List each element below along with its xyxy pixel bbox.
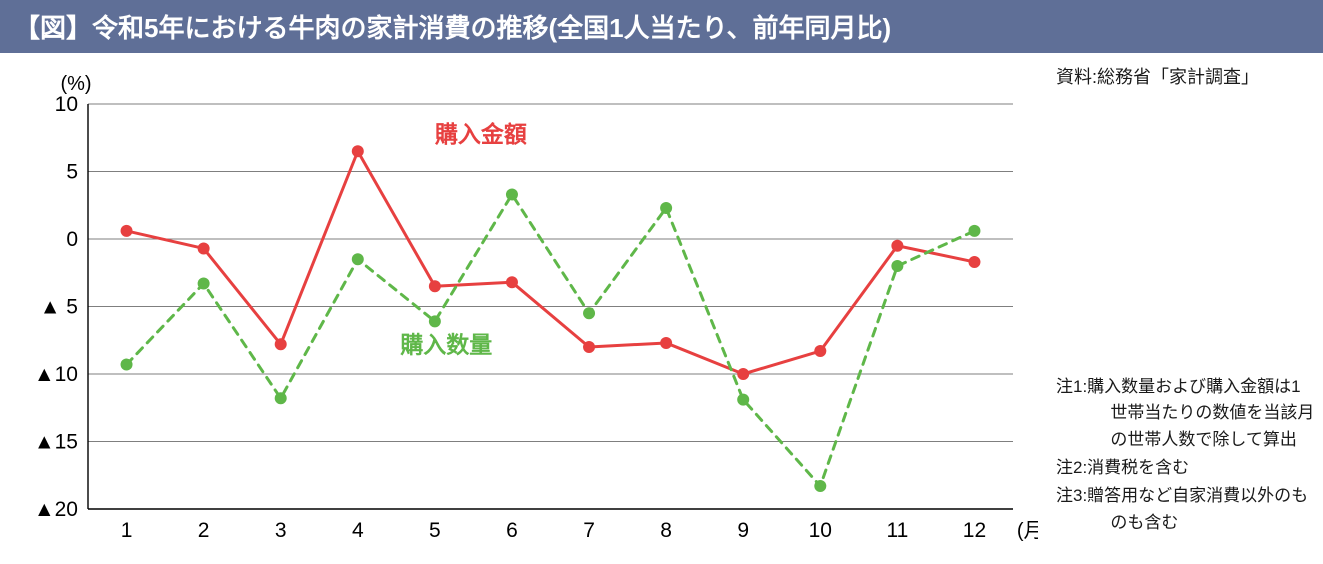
side-column: 資料:総務省「家計調査」 注1:購入数量および購入金額は1世帯当たりの数値を当該… — [1038, 59, 1315, 554]
series-marker-purchase_amount — [891, 240, 903, 252]
series-marker-purchase_qty — [121, 359, 133, 371]
series-marker-purchase_qty — [968, 225, 980, 237]
y-tick-label: 10 — [55, 93, 78, 116]
series-line-purchase_amount — [127, 151, 975, 374]
content-row: 1050▲ 5▲10▲15▲20(%)123456789101112(月)購入金… — [0, 59, 1323, 554]
y-tick-label: ▲20 — [34, 498, 78, 521]
notes-block: 注1:購入数量および購入金額は1世帯当たりの数値を当該月の世帯人数で除して算出注… — [1056, 372, 1315, 536]
x-tick-label: 9 — [737, 519, 749, 542]
series-marker-purchase_qty — [506, 188, 518, 200]
line-chart: 1050▲ 5▲10▲15▲20(%)123456789101112(月)購入金… — [8, 59, 1038, 549]
note-item: 注1:購入数量および購入金額は1世帯当たりの数値を当該月の世帯人数で除して算出 — [1056, 374, 1315, 453]
series-marker-purchase_qty — [737, 394, 749, 406]
note-item: 注2:消費税を含む — [1056, 455, 1315, 481]
series-marker-purchase_amount — [660, 337, 672, 349]
x-tick-label: 3 — [275, 519, 287, 542]
y-unit-label: (%) — [60, 73, 91, 95]
series-marker-purchase_amount — [352, 145, 364, 157]
chart-title: 【図】令和5年における牛肉の家計消費の推移(全国1人当たり、前年同月比) — [14, 13, 891, 43]
chart-title-bar: 【図】令和5年における牛肉の家計消費の推移(全国1人当たり、前年同月比) — [0, 0, 1323, 53]
y-tick-label: ▲ 5 — [40, 296, 78, 319]
source-text: 資料:総務省「家計調査」 — [1056, 63, 1315, 89]
y-tick-label: 5 — [66, 161, 78, 184]
y-tick-label: ▲10 — [34, 363, 78, 386]
series-marker-purchase_amount — [506, 276, 518, 288]
series-marker-purchase_qty — [583, 307, 595, 319]
series-marker-purchase_qty — [660, 202, 672, 214]
x-tick-label: 2 — [198, 519, 210, 542]
x-tick-label: 11 — [886, 519, 908, 542]
series-marker-purchase_amount — [429, 280, 441, 292]
note-item: 注3:贈答用など自家消費以外のものも含む — [1056, 483, 1315, 536]
x-tick-label: 8 — [660, 519, 672, 542]
series-marker-purchase_qty — [352, 253, 364, 265]
y-tick-label: 0 — [66, 228, 78, 251]
series-marker-purchase_amount — [737, 368, 749, 380]
x-tick-label: 5 — [429, 519, 441, 542]
x-tick-label: 6 — [506, 519, 518, 542]
series-marker-purchase_amount — [968, 256, 980, 268]
x-tick-label: 1 — [121, 519, 133, 542]
series-marker-purchase_amount — [275, 338, 287, 350]
series-marker-purchase_qty — [814, 480, 826, 492]
x-tick-label: 4 — [352, 519, 364, 542]
x-tick-label: 7 — [583, 519, 595, 542]
series-marker-purchase_qty — [198, 278, 210, 290]
chart-container: 1050▲ 5▲10▲15▲20(%)123456789101112(月)購入金… — [8, 59, 1038, 554]
x-unit-label: (月) — [1017, 520, 1038, 542]
y-tick-label: ▲15 — [34, 431, 78, 454]
series-marker-purchase_amount — [198, 242, 210, 254]
series-marker-purchase_amount — [121, 225, 133, 237]
x-tick-label: 10 — [809, 519, 832, 542]
series-label-purchase_qty: 購入数量 — [400, 331, 492, 357]
series-marker-purchase_qty — [891, 260, 903, 272]
series-line-purchase_qty — [127, 194, 975, 486]
series-label-purchase_amount: 購入金額 — [435, 121, 527, 147]
series-marker-purchase_qty — [429, 315, 441, 327]
series-marker-purchase_amount — [814, 345, 826, 357]
x-tick-label: 12 — [963, 519, 986, 542]
series-marker-purchase_amount — [583, 341, 595, 353]
series-marker-purchase_qty — [275, 392, 287, 404]
